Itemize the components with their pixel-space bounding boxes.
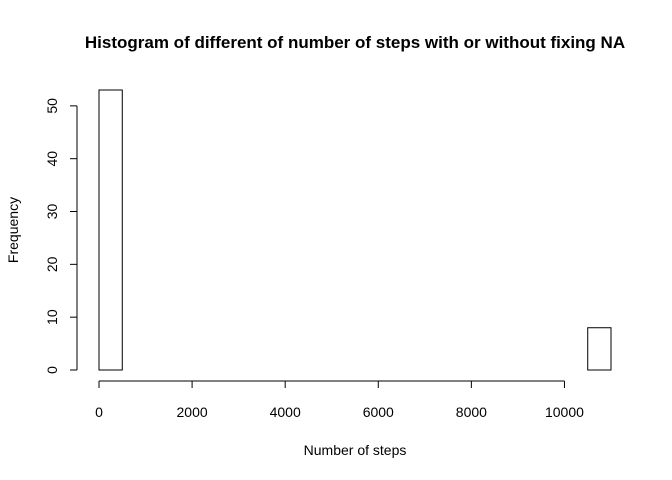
chart-title: Histogram of different of number of step…: [85, 33, 625, 52]
x-axis-label: Number of steps: [304, 442, 407, 458]
histogram-bar-0: [98, 89, 123, 371]
x-axis: 0 2000 4000 6000 8000 10000: [95, 380, 584, 420]
y-tick-label-1: 10: [44, 309, 60, 325]
x-tick-label-5: 10000: [545, 404, 584, 420]
y-tick-label-3: 30: [44, 204, 60, 220]
x-tick-label-1: 2000: [177, 404, 208, 420]
y-tick-label-2: 20: [44, 256, 60, 272]
y-axis-label: Frequency: [5, 197, 21, 263]
histogram-bar-21: [587, 327, 612, 371]
y-tick-label-4: 40: [44, 151, 60, 167]
x-tick-label-3: 6000: [363, 404, 394, 420]
y-tick-label-5: 50: [44, 98, 60, 114]
y-axis: 0 10 20 30 40 50: [44, 98, 78, 374]
x-tick-label-0: 0: [95, 404, 103, 420]
bars-group: [98, 89, 612, 371]
x-tick-label-2: 4000: [270, 404, 301, 420]
y-tick-label-0: 0: [44, 366, 60, 374]
x-tick-label-4: 8000: [456, 404, 487, 420]
